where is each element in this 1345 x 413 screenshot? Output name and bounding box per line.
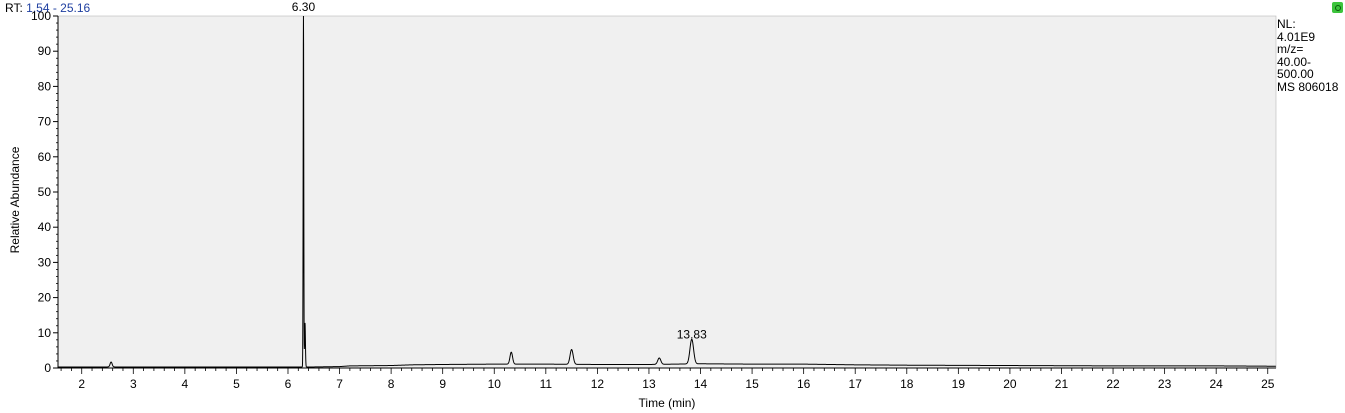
- peak-label: 6.30: [292, 0, 316, 14]
- y-tick-label: 10: [38, 326, 52, 340]
- x-tick-label: 10: [488, 377, 502, 391]
- x-tick-label: 16: [797, 377, 811, 391]
- mz-low: 40.00-: [1277, 54, 1312, 69]
- x-tick-label: 23: [1158, 377, 1172, 391]
- y-tick-label: 20: [38, 291, 52, 305]
- info-panel: NL: 4.01E9 m/z= 40.00- 500.00 MS 806018: [1277, 18, 1345, 93]
- x-tick-label: 18: [900, 377, 914, 391]
- x-axis: 2 3 4 5 6 7 8 9 10 11 12 13 14 15 16 17 18 19 20 21 22 23 24 25: [58, 367, 1276, 391]
- x-tick-label: 2: [78, 377, 85, 391]
- nl-value: 4.01E9: [1277, 29, 1316, 44]
- status-icon[interactable]: [1332, 2, 1343, 13]
- x-tick-label: 14: [694, 377, 708, 391]
- rt-range-value: 1.54 - 25.16: [26, 1, 91, 15]
- nl-label: NL:: [1277, 17, 1296, 31]
- x-tick-label: 4: [182, 377, 189, 391]
- x-tick-label: 25: [1261, 377, 1275, 391]
- y-tick-label: 100: [31, 9, 51, 23]
- x-axis-label: Time (min): [639, 396, 696, 410]
- mz-label: m/z=: [1277, 42, 1304, 56]
- x-tick-label: 3: [130, 377, 137, 391]
- chromatogram-trace: [58, 15, 1276, 368]
- peak-label: 13.83: [677, 327, 707, 341]
- scan-filter: MS 806018: [1277, 79, 1339, 94]
- y-axis-label: Relative Abundance: [8, 146, 22, 253]
- x-tick-label: 19: [952, 377, 966, 391]
- x-tick-label: 11: [540, 377, 553, 391]
- x-tick-label: 13: [642, 377, 656, 391]
- y-tick-label: 40: [38, 220, 52, 234]
- x-tick-label: 17: [849, 377, 863, 391]
- x-tick-label: 7: [336, 377, 343, 391]
- x-tick-label: 15: [745, 377, 759, 391]
- x-tick-label: 6: [285, 377, 292, 391]
- rt-range-label: RT: 1.54 - 25.16: [5, 1, 90, 15]
- x-tick-label: 20: [1003, 377, 1017, 391]
- y-tick-label: 70: [38, 115, 52, 129]
- x-tick-label: 8: [388, 377, 395, 391]
- y-tick-label: 30: [38, 255, 52, 269]
- y-tick-label: 90: [38, 44, 52, 58]
- x-tick-label: 24: [1210, 377, 1224, 391]
- y-tick-label: 60: [38, 150, 52, 164]
- rt-prefix: RT:: [5, 1, 23, 15]
- x-tick-label: 9: [439, 377, 446, 391]
- x-tick-label: 22: [1106, 377, 1120, 391]
- y-tick-label: 0: [44, 361, 51, 375]
- x-tick-label: 5: [233, 377, 240, 391]
- x-tick-label: 12: [591, 377, 605, 391]
- y-tick-label: 80: [38, 79, 52, 93]
- y-axis: 0 10 20 30 40 50 60 70 80 90 100: [31, 9, 59, 375]
- peak-labels: 6.30 13.83: [292, 0, 707, 341]
- x-tick-label: 21: [1055, 377, 1069, 391]
- y-tick-label: 50: [38, 185, 52, 199]
- plot-area: [57, 15, 1277, 369]
- mz-high: 500.00: [1277, 67, 1314, 81]
